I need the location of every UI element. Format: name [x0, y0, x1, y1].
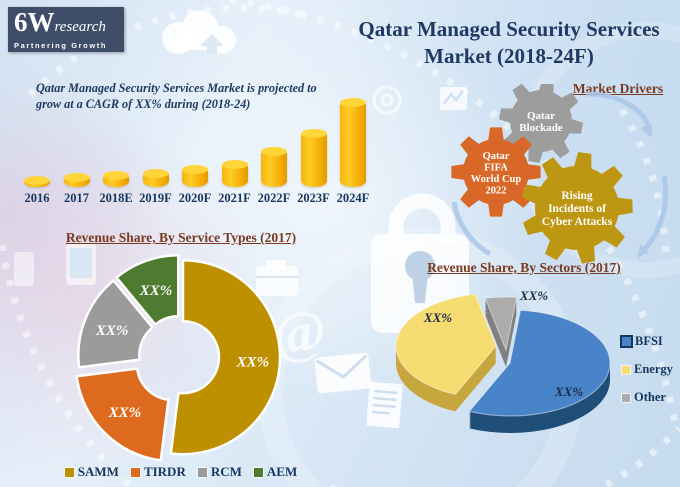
- bar-column: 2020F: [176, 165, 214, 206]
- bar: [182, 165, 208, 187]
- gear-label: Qatar Blockade: [519, 110, 563, 134]
- bar: [24, 176, 50, 187]
- pie-chart: XX% XX% XX%: [395, 288, 611, 433]
- gear-rising-incidents-of-cyber-attacks: [522, 152, 633, 264]
- tablet-icon: [66, 243, 96, 285]
- donut-slice-label: XX%: [95, 323, 129, 339]
- bar-column: 2023F: [295, 129, 333, 206]
- legend-item-rcm: RCM: [196, 464, 242, 480]
- donut-slice-label: XX%: [139, 283, 173, 299]
- bar-column: 2019F: [137, 169, 175, 206]
- donut-slice-samm: [169, 258, 282, 456]
- legend-swatch: [196, 466, 208, 478]
- legend-item-samm: SAMM: [63, 464, 119, 480]
- briefcase-icon: [256, 260, 298, 296]
- pie-title: Revenue Share, By Sectors (2017): [427, 260, 621, 275]
- brand-name: 6Wresearch: [14, 7, 106, 37]
- pie-slice-label: XX%: [519, 288, 548, 303]
- legend-label: TIRDR: [143, 464, 186, 479]
- pie-legend: BFSI Energy Other: [620, 334, 673, 405]
- pie-slice-label: XX%: [423, 310, 452, 325]
- legend-label: BFSI: [635, 334, 663, 348]
- pie-slice-bfsi: [468, 309, 611, 417]
- market-drivers-gears: Qatar Blockade Qatar FIFA World Cup 2022 Risin…: [451, 84, 669, 264]
- page-title: Qatar Managed Security Services Market (…: [358, 17, 660, 69]
- bar-column: 2022F: [255, 147, 293, 206]
- legend-swatch: [252, 466, 264, 478]
- legend-label: RCM: [210, 464, 242, 479]
- legend-label: Energy: [634, 362, 673, 376]
- gear-qatar-fifa-world-cup-2022: [451, 127, 541, 217]
- chart-line-icon: [440, 87, 467, 110]
- bar-column: 2024F: [334, 98, 372, 206]
- bar: [300, 129, 327, 187]
- donut-chart: XX% XX% XX% XX%: [75, 254, 282, 462]
- brand-logo: 6Wresearch Partnering Growth: [8, 7, 124, 52]
- gear-label: Qatar FIFA World Cup 2022: [471, 151, 522, 197]
- pie-slice-label: XX%: [554, 384, 583, 399]
- bar: [340, 98, 366, 187]
- bar: [103, 171, 129, 187]
- bar-label: 2020F: [178, 191, 212, 205]
- donut-title: Revenue Share, By Service Types (2017): [65, 230, 297, 245]
- arrow-swoosh: [451, 91, 669, 258]
- bar-label: 2022F: [257, 191, 291, 205]
- bar: [63, 173, 90, 187]
- bar-label: 2024F: [336, 191, 370, 205]
- envelope-icon: [314, 352, 372, 394]
- bar-label: 2016: [24, 191, 50, 205]
- legend-label: AEM: [266, 464, 298, 479]
- bar-label: 2023F: [297, 191, 330, 205]
- bar-column: 2021F: [216, 160, 254, 206]
- legend-swatch: [621, 364, 631, 375]
- donut-slice-tirdr: [75, 367, 170, 462]
- bar-column: 2017: [58, 173, 96, 206]
- target-icon: [372, 85, 402, 115]
- legend-label: Other: [634, 390, 666, 404]
- pie-slice-energy: [395, 293, 497, 395]
- intro-text: Qatar Managed Security Services Market i…: [36, 81, 317, 112]
- legend-swatch: [63, 466, 75, 478]
- donut-slice-label: XX%: [108, 405, 142, 421]
- legend-swatch: [129, 466, 141, 478]
- document-icon: [366, 381, 403, 429]
- bar-label: 2019F: [139, 191, 172, 205]
- legend-label: SAMM: [77, 464, 119, 479]
- legend-item-energy: Energy: [621, 362, 673, 377]
- legend-swatch: [621, 392, 631, 403]
- bar: [261, 147, 287, 187]
- legend-item-bfsi: BFSI: [620, 334, 673, 349]
- phone-icon: [14, 252, 34, 286]
- brand-tagline: Partnering Growth: [14, 41, 108, 50]
- bar-label: 2017: [64, 191, 89, 205]
- pie-slice-other: [484, 296, 518, 352]
- donut-slice-aem: [115, 254, 180, 326]
- donut-slice-label: XX%: [236, 355, 270, 371]
- bar: [221, 160, 248, 187]
- bar-chart: 2016 2017 2018E 2019F 2020F 2021F 2022F 2023F 20…: [18, 96, 372, 206]
- legend-item-aem: AEM: [252, 464, 298, 480]
- legend-item-tirdr: TIRDR: [129, 464, 186, 480]
- bar-label: 2018E: [99, 191, 133, 205]
- bar-label: 2021F: [218, 191, 251, 205]
- bar: [142, 169, 169, 187]
- donut-slice-rcm: [77, 279, 154, 369]
- gear-label: Rising Incidents of Cyber Attacks: [542, 190, 613, 228]
- bar-column: 2016: [18, 176, 56, 206]
- legend-swatch: [620, 335, 633, 348]
- bar-column: 2018E: [97, 171, 135, 206]
- cloud-icon: [162, 10, 236, 54]
- donut-legend: SAMM TIRDR RCM AEM: [50, 464, 312, 480]
- legend-item-other: Other: [621, 390, 673, 405]
